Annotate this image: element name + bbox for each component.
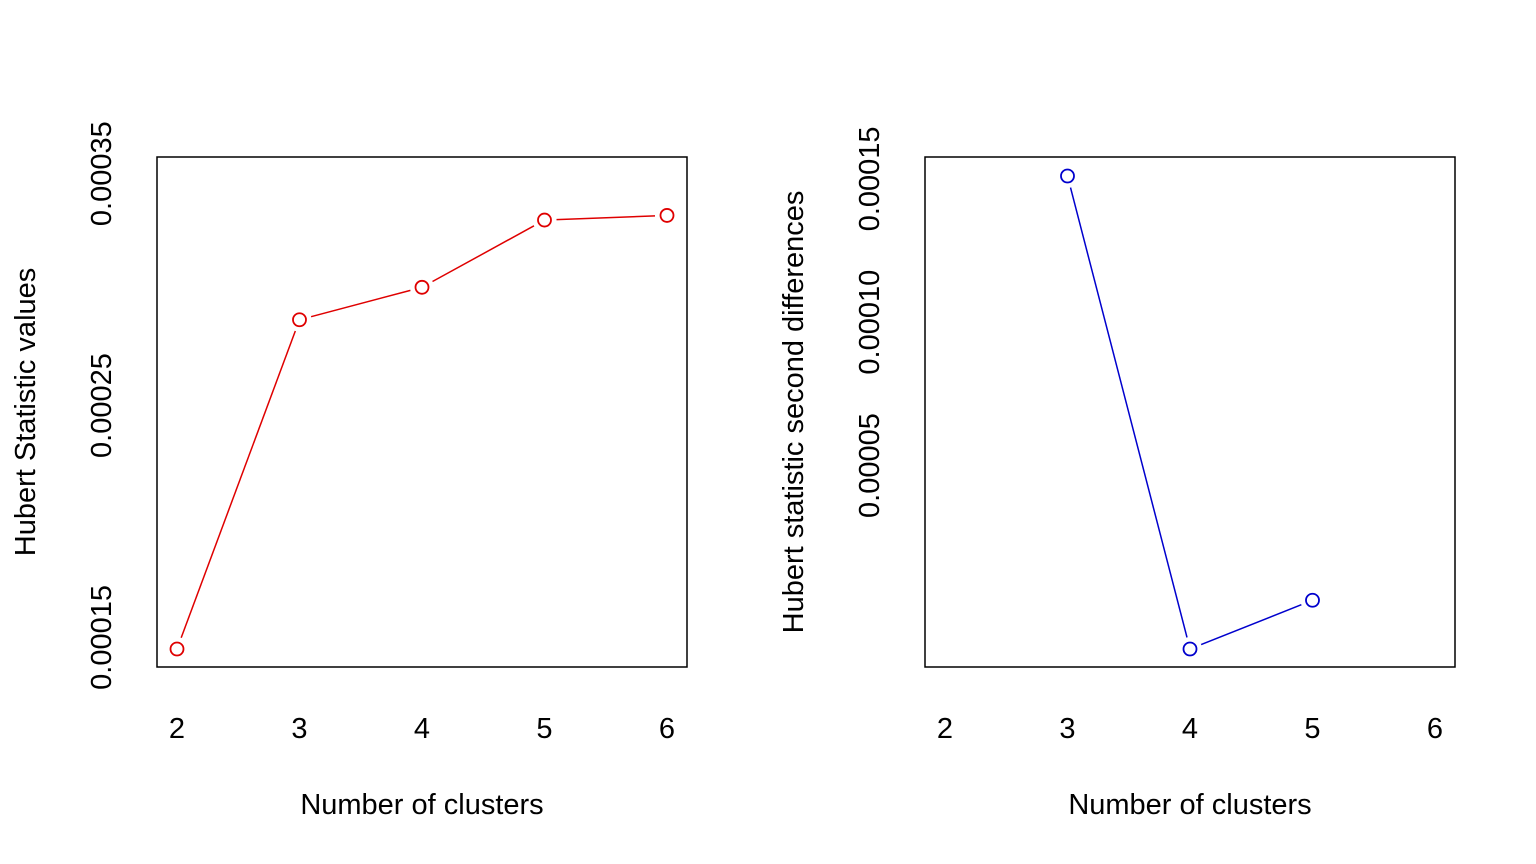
x-tick-label: 6 [1427, 713, 1443, 745]
x-tick-label: 6 [659, 713, 675, 745]
x-tick-label: 4 [1182, 713, 1198, 745]
x-tick-label: 2 [937, 713, 953, 745]
x-tick-label: 2 [169, 713, 185, 745]
data-point [1305, 592, 1320, 608]
series-line-segment [1200, 604, 1302, 646]
y-axis-title: Hubert Statistic values [10, 268, 42, 557]
y-tick-label: 0.00025 [86, 353, 118, 458]
y-axis-title: Hubert statistic second differences [778, 191, 810, 634]
data-point [169, 641, 185, 657]
data-point [292, 312, 307, 328]
plot-frame [156, 156, 688, 668]
chart-panel-1: 2 3 4 5 6 0.00015 0.00025 0.00035 Number of clus… [10, 121, 688, 821]
series-line-segment [310, 289, 411, 318]
y-tick-label: 0.00015 [854, 126, 886, 231]
y-tick-label: 0.00010 [854, 270, 886, 375]
series-line-segment [556, 215, 656, 221]
x-axis-title: Number of clusters [1068, 789, 1311, 821]
series-line-segment [180, 330, 297, 639]
y-tick-label: 0.00005 [854, 413, 886, 518]
x-tick-label: 4 [414, 713, 430, 745]
data-point [537, 212, 552, 228]
data-point [1060, 168, 1075, 184]
series-line-segment [432, 225, 535, 283]
x-tick-label: 5 [1304, 713, 1320, 745]
data-point [1182, 641, 1198, 657]
x-tick-label: 5 [536, 713, 552, 745]
x-tick-label: 3 [1059, 713, 1075, 745]
series-line-segment [1069, 187, 1188, 638]
y-tick-label: 0.00035 [86, 121, 118, 226]
plot-frame [924, 156, 1456, 668]
y-tick-label: 0.00015 [86, 585, 118, 690]
data-point [659, 208, 675, 223]
x-tick-label: 3 [291, 713, 307, 745]
x-axis-title: Number of clusters [300, 789, 543, 821]
chart-panel-2: 2 3 4 5 6 0.00005 0.00010 0.00015 Number of clus… [778, 126, 1456, 821]
data-point [414, 279, 430, 295]
